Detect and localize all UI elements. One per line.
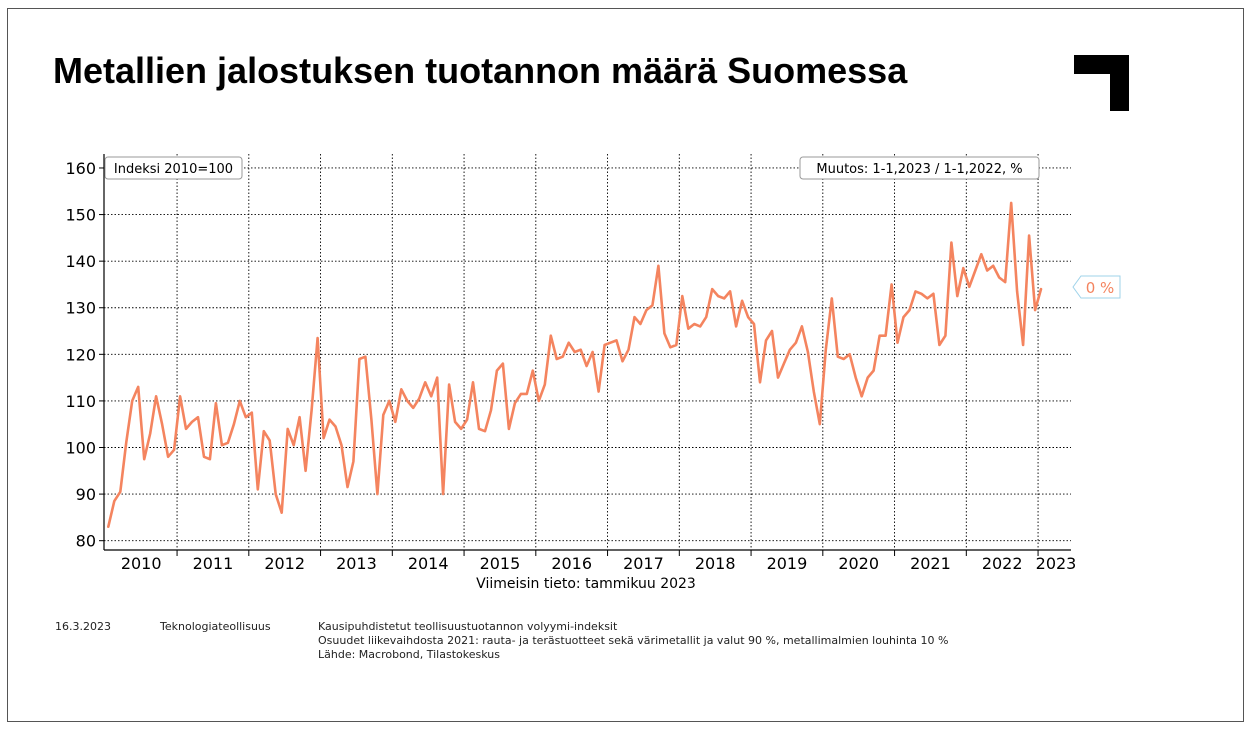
x-tick-label: 2010 [121,554,162,573]
x-tick-label: 2023 [1036,554,1077,573]
y-tick-label: 160 [65,159,96,178]
change-value-tag: 0 % [1072,275,1121,299]
page-title: Metallien jalostuksen tuotannon määrä Su… [53,50,908,91]
x-tick-label: 2022 [982,554,1023,573]
y-tick-label: 90 [76,485,96,504]
x-tick-label: 2016 [551,554,592,573]
change-label-box: Muutos: 1-1,2023 / 1-1,2022, % [799,156,1040,180]
x-axis-label: Viimeisin tieto: tammikuu 2023 [476,576,696,592]
x-tick-label: 2015 [480,554,521,573]
chart-grid [104,154,1071,550]
logo-corner-mark [1074,55,1129,111]
footer-date: 16.3.2023 [55,620,111,633]
x-tick-label: 2014 [408,554,449,573]
y-tick-label: 150 [65,206,96,225]
y-axis-ticks: 80 90 100 110 120 130 140 150 160 [65,159,104,551]
y-tick-label: 110 [65,392,96,411]
change-label: Muutos: 1-1,2023 / 1-1,2022, % [816,162,1022,177]
x-tick-label: 2018 [695,554,736,573]
footer-note: Lähde: Macrobond, Tilastokeskus [318,648,500,661]
chart-axes [103,154,1071,551]
footer-note: Kausipuhdistetut teollisuustuotannon vol… [318,620,618,633]
slide-frame [7,8,1244,722]
x-tick-label: 2012 [264,554,305,573]
footer-notes: Kausipuhdistetut teollisuustuotannon vol… [318,620,948,662]
x-tick-label: 2021 [910,554,951,573]
y-tick-label: 100 [65,439,96,458]
x-tick-label: 2019 [767,554,808,573]
index-label: Indeksi 2010=100 [114,162,233,177]
footer-organization: Teknologiateollisuus [160,620,271,633]
x-tick-label: 2013 [336,554,377,573]
y-tick-label: 140 [65,252,96,271]
y-tick-label: 80 [76,532,96,551]
x-tick-label: 2020 [838,554,879,573]
x-tick-label: 2017 [623,554,664,573]
change-value: 0 % [1086,279,1115,297]
series-line [107,201,1043,528]
x-axis-ticks: 2010 2011 2012 2013 2014 2015 2016 2017 2018 2019… [121,550,1077,573]
index-label-box: Indeksi 2010=100 [104,156,243,180]
y-tick-label: 120 [65,345,96,364]
y-tick-label: 130 [65,299,96,318]
footer-note: Osuudet liikevaihdosta 2021: rauta- ja t… [318,634,949,647]
x-tick-label: 2011 [193,554,234,573]
